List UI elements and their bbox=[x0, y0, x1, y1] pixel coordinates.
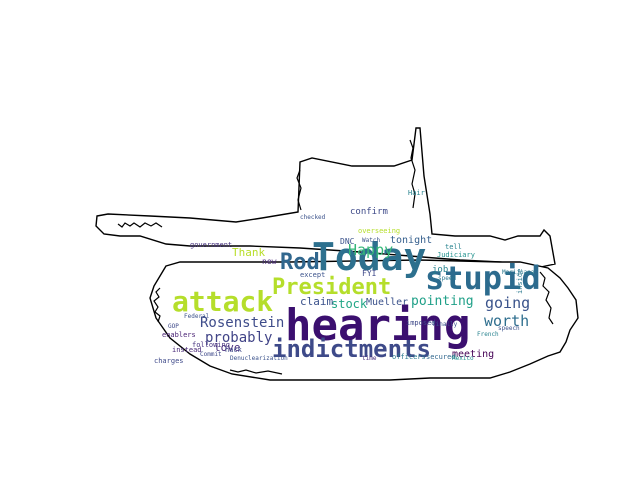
tank-barrel-turret bbox=[95, 127, 556, 269]
word-going: going bbox=[485, 294, 531, 312]
word-pointing: pointing bbox=[411, 294, 474, 309]
word-government: government bbox=[190, 241, 233, 249]
word-speed: speed bbox=[438, 275, 457, 282]
word-following: following bbox=[192, 341, 230, 349]
word-enablers: enablers bbox=[162, 331, 196, 339]
word-stupid: stupid bbox=[425, 259, 541, 297]
word-denuclearization: Denuclearization bbox=[230, 355, 288, 362]
word-attack: attack bbox=[172, 285, 274, 318]
word-federal: Federal bbox=[184, 313, 210, 320]
word-finally: finally bbox=[432, 321, 458, 328]
word-time: time bbox=[362, 355, 377, 362]
word-happy: Happy bbox=[348, 241, 394, 259]
word-probably: probably bbox=[205, 330, 273, 346]
word-imposed: imposed bbox=[406, 319, 436, 327]
word-judiciary: Judiciary bbox=[437, 251, 475, 259]
word-tonight: tonight bbox=[390, 235, 433, 246]
word-claim: claim bbox=[300, 295, 334, 308]
word-job: job bbox=[432, 265, 449, 275]
word-french: French bbox=[477, 331, 499, 338]
word-meeting: meeting bbox=[452, 349, 495, 360]
word-watch: Watch bbox=[362, 237, 381, 244]
word-overseeing: overseeing bbox=[358, 227, 401, 235]
word-tell: tell bbox=[445, 243, 462, 251]
word-commit: Commit bbox=[200, 351, 222, 358]
word-gop: GOP bbox=[168, 323, 179, 330]
word-new: new bbox=[262, 257, 277, 266]
word-stock: stock bbox=[331, 297, 368, 311]
word-hearing: hearing bbox=[285, 300, 471, 351]
word-speech: speech bbox=[498, 325, 520, 332]
word-checked: checked bbox=[300, 214, 326, 221]
word-rod: Rod bbox=[280, 250, 320, 275]
word-rosenstein: Rosenstein bbox=[200, 315, 285, 331]
word-worth: worth bbox=[484, 312, 530, 330]
word-hair: Hair bbox=[408, 189, 425, 197]
word-instead: instead bbox=[172, 346, 202, 354]
word-president: President bbox=[272, 275, 392, 300]
word-except: except bbox=[300, 271, 326, 279]
word-charges: charges bbox=[154, 357, 184, 365]
word-mueller: Mueller bbox=[366, 297, 409, 308]
word-secured: secured bbox=[426, 353, 456, 361]
word-today: Today bbox=[312, 235, 427, 279]
word-indictments: indictments bbox=[272, 335, 431, 363]
word-hack: hack bbox=[225, 346, 242, 354]
word-officers: officers bbox=[392, 353, 426, 361]
word-love: love bbox=[214, 341, 241, 354]
word-fyi: FYI bbox=[362, 269, 377, 278]
word-thank: Thank bbox=[232, 246, 266, 259]
word-dnc: DNC bbox=[340, 237, 355, 246]
word-mexico: Mexico bbox=[452, 355, 474, 362]
word-confirm: confirm bbox=[350, 207, 388, 217]
tank-hull bbox=[149, 259, 579, 381]
word-marijuana: Marijuana bbox=[502, 269, 535, 276]
